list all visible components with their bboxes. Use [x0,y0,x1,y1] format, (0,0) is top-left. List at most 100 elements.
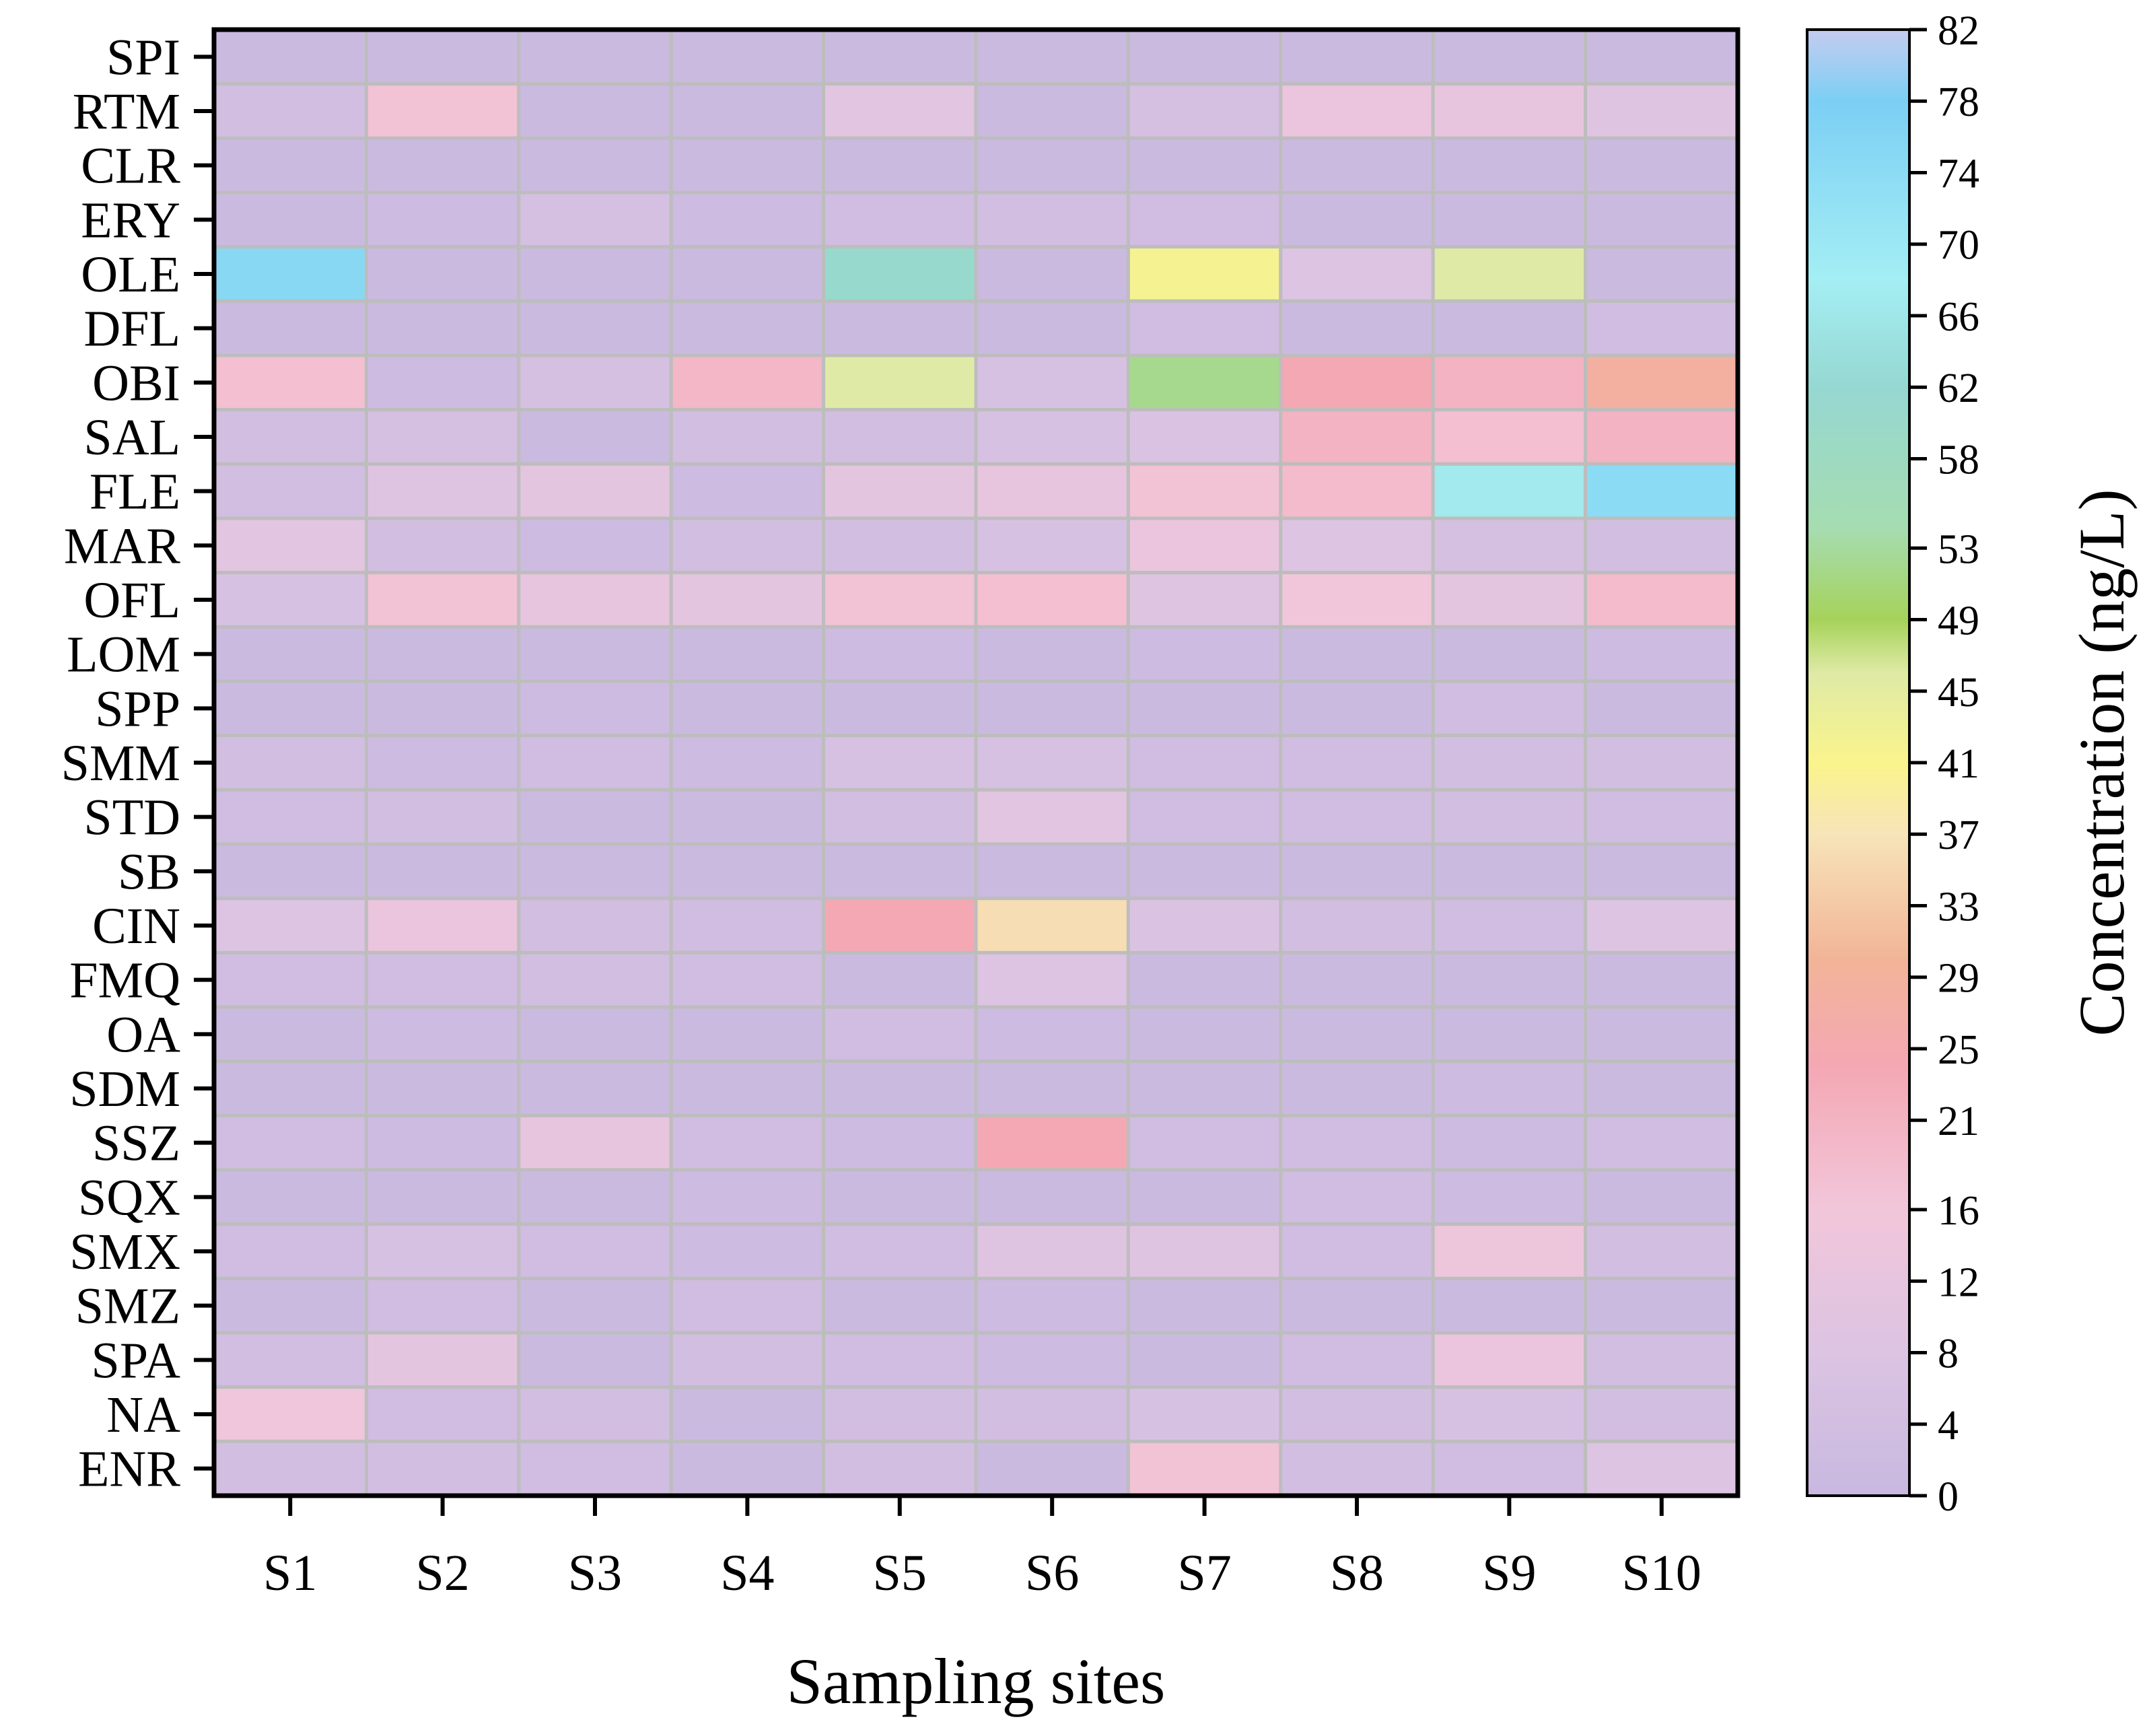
heatmap-cell [1584,950,1740,1009]
heatmap-cell [1431,82,1588,140]
heatmap-cell [1431,842,1588,901]
colorbar-tick-label: 41 [1938,741,1979,787]
y-tick-label: STD [83,790,180,846]
heatmap-cell [212,136,368,195]
heatmap-cell [1279,462,1435,520]
colorbar-tick-label: 37 [1938,812,1979,858]
heatmap-cell [1126,408,1283,466]
heatmap-cell [1279,788,1435,846]
heatmap-cell [1279,1168,1435,1226]
colorbar [1806,28,1911,1497]
heatmap-cell [1431,679,1588,738]
heatmap-cell [1584,462,1740,520]
heatmap-cell [212,1331,368,1389]
heatmap-cell [974,679,1130,738]
y-tick-label: SSZ [92,1115,180,1172]
heatmap-cell [1279,190,1435,249]
heatmap-cell [822,462,978,520]
y-tick-label: OFL [83,572,180,629]
heatmap-cell [1584,897,1740,954]
heatmap-cell [1431,28,1588,86]
heatmap-cell [517,679,673,738]
colorbar-tick-label: 29 [1938,956,1979,1002]
heatmap-cell [669,1168,826,1226]
colorbar-tick-label: 78 [1938,79,1979,125]
y-tick-label: CIN [92,898,180,954]
heatmap-cell [1584,1060,1740,1117]
heatmap-cell [974,1005,1130,1064]
heatmap-cell [822,788,978,846]
heatmap-cell [669,842,826,901]
heatmap-cell [669,299,826,357]
heatmap-cell [974,1331,1130,1389]
heatmap-cell [669,1113,826,1172]
heatmap-cell [822,679,978,738]
heatmap-cell [212,462,368,520]
heatmap-cell [212,679,368,738]
heatmap-cell [1584,1331,1740,1389]
heatmap-cell [212,1222,368,1280]
heatmap-cell [974,28,1130,86]
heatmap-cell [669,571,826,629]
heatmap-cell [364,571,521,629]
heatmap-cell [364,1439,521,1498]
heatmap-cell [669,245,826,303]
heatmap-cell [517,136,673,195]
heatmap-cells [212,28,1740,1498]
heatmap-cell [364,897,521,954]
heatmap-cell [1431,1439,1588,1498]
heatmap-cell [1584,1276,1740,1335]
heatmap-cell [1584,625,1740,683]
colorbar-tick-label: 62 [1938,366,1979,411]
heatmap-cell [364,353,521,412]
heatmap-cell [1126,950,1283,1009]
heatmap-cell [1279,1276,1435,1335]
y-tick-label: SMX [69,1224,180,1280]
heatmap-cell [669,734,826,792]
heatmap-cell [517,299,673,357]
heatmap-cell [1431,950,1588,1009]
heatmap-cell [364,1113,521,1172]
heatmap-cell [1584,1168,1740,1226]
heatmap-cell [1431,516,1588,575]
y-tick-label: CLR [81,138,180,195]
heatmap-cell [974,1168,1130,1226]
heatmap-cell [1431,1222,1588,1280]
heatmap-cell [1431,1005,1588,1064]
heatmap-cell [364,950,521,1009]
y-tick-label: SPI [106,29,180,85]
heatmap-cell [974,1439,1130,1498]
heatmap-cell [212,408,368,466]
heatmap-cell [1584,1222,1740,1280]
heatmap-cell [1431,299,1588,357]
heatmap-cell [1431,1385,1588,1443]
y-tick-label: SAL [83,409,180,466]
heatmap-cell [1279,842,1435,901]
heatmap-cell [1279,1385,1435,1443]
colorbar-tick-label: 66 [1938,294,1979,340]
heatmap-cell [822,734,978,792]
heatmap-cell [517,1005,673,1064]
heatmap-cell [212,1276,368,1335]
heatmap-cell [1126,734,1283,792]
heatmap-cell [517,245,673,303]
heatmap-cell [1279,1005,1435,1064]
heatmap-cell [517,1439,673,1498]
heatmap-cell [1279,516,1435,575]
heatmap-cell [1584,788,1740,846]
x-tick-label: S6 [1025,1545,1079,1601]
heatmap-cell [1126,353,1283,412]
heatmap-cell [1279,1060,1435,1117]
heatmap-cell [212,190,368,249]
y-tick-label: ERY [81,192,180,248]
heatmap-cell [1279,245,1435,303]
heatmap-cell [974,1222,1130,1280]
heatmap-cell [974,245,1130,303]
heatmap-cell [822,571,978,629]
heatmap-cell [212,1439,368,1498]
heatmap-cell [1584,245,1740,303]
heatmap-cell [517,28,673,86]
heatmap-cell [517,571,673,629]
heatmap-cell [1584,679,1740,738]
heatmap-cell [364,299,521,357]
